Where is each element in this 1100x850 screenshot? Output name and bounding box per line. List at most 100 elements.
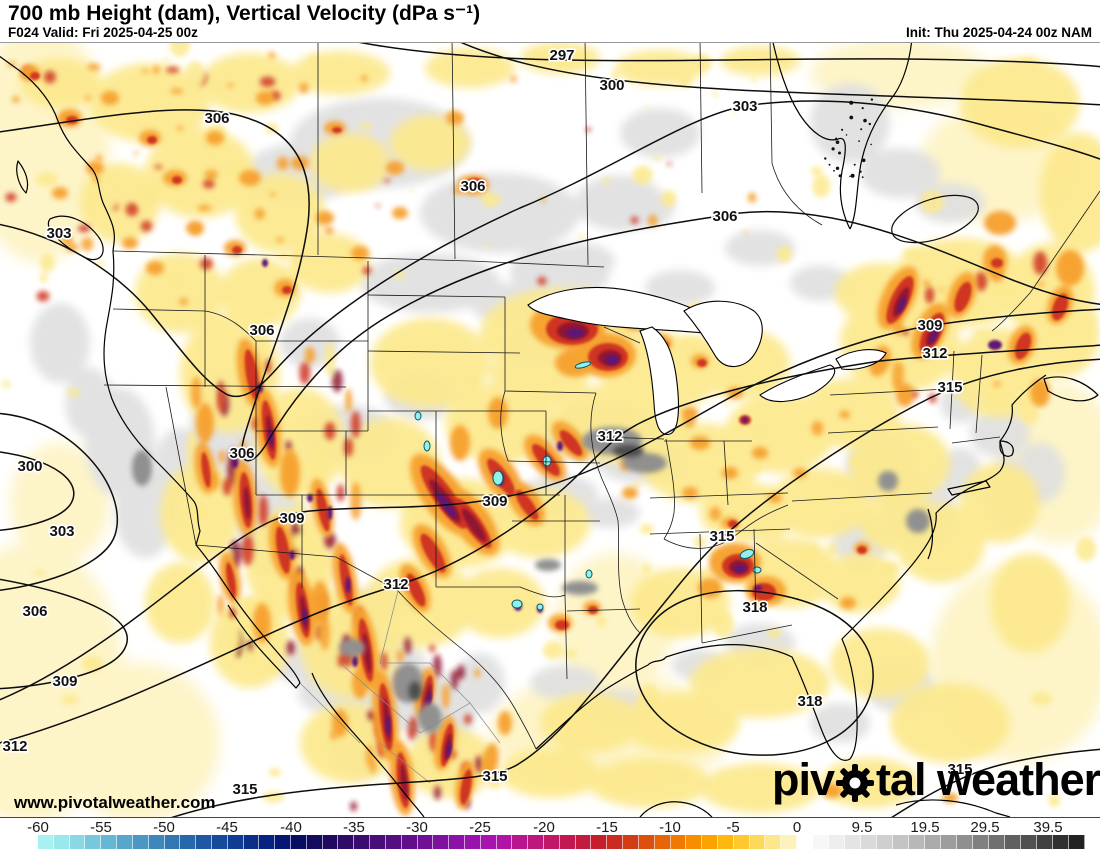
colorbar-cell: [38, 835, 54, 849]
colorbar-cell: [607, 835, 624, 849]
contour-label: 303: [46, 225, 71, 242]
colorbar-tick: 39.5: [1033, 819, 1063, 836]
colorbar-cell: [909, 835, 925, 849]
brand-text-prefix: piv: [772, 754, 835, 805]
colorbar-cell: [702, 835, 718, 849]
colorbar-cell: [829, 835, 845, 849]
colorbar-cell: [813, 835, 829, 849]
colorbar-cell: [480, 835, 497, 849]
colorbar-cell: [989, 835, 1005, 849]
colorbar-tick: -35: [343, 819, 365, 836]
colorbar-cell: [623, 835, 639, 849]
colorbar-tick: -30: [406, 819, 428, 836]
colorbar-cell: [733, 835, 750, 849]
colorbar-cell: [180, 835, 197, 849]
colorbar-cell: [417, 835, 434, 849]
height-contours: [0, 43, 1100, 817]
contour-label: 303: [732, 98, 757, 115]
contour-labels: 297 300 300 303 303 303 306 306 306 306 306 306 309 3…: [1, 45, 974, 799]
contour-label: 315: [482, 768, 507, 785]
colorbar-cell: [670, 835, 687, 849]
colorbar-cell: [686, 835, 703, 849]
colorbar-tick: 0: [792, 819, 802, 836]
colorbar-cell: [941, 835, 957, 849]
page-title: 700 mb Height (dam), Vertical Velocity (…: [8, 2, 481, 25]
colorbar-cell: [496, 835, 513, 849]
colorbar-cell: [306, 835, 323, 849]
colorbar-tick: -55: [90, 819, 112, 836]
colorbar-cell: [1037, 835, 1053, 849]
colorbar-cell: [973, 835, 989, 849]
colorbar-cell: [401, 835, 418, 849]
contour-label: 312: [2, 738, 27, 755]
colorbar-cell: [1069, 835, 1085, 849]
contour-label: 315: [232, 781, 257, 798]
colorbar-cell: [845, 835, 861, 849]
brand-watermark: piv tal weather: [772, 757, 1100, 802]
colorbar-cell: [654, 835, 671, 849]
colorbar-cell: [196, 835, 212, 849]
colorbar-cell: [132, 835, 149, 849]
colorbar-cell: [1021, 835, 1037, 849]
contour-label: 306: [249, 322, 274, 339]
colorbar-cell: [148, 835, 165, 849]
contour-label: 315: [947, 761, 972, 778]
colorbar-cell: [575, 835, 592, 849]
colorbar-cell: [117, 835, 133, 849]
colorbar-cell: [1053, 835, 1069, 849]
colorbar-cell: [512, 835, 529, 849]
colorbar-tick: -40: [280, 819, 302, 836]
colorbar-cell: [957, 835, 973, 849]
colorbar-cell: [211, 835, 228, 849]
shading-darkgray-subsidence: [132, 427, 930, 733]
colorbar-cell: [464, 835, 481, 849]
colorbar-cell: [53, 835, 70, 849]
colorbar-negative-cells: [38, 835, 797, 849]
colorbar-cell: [877, 835, 893, 849]
brand-text-suffix: tal weather: [876, 754, 1100, 805]
colorbar-tick: -20: [533, 819, 555, 836]
colorbar-cell: [544, 835, 560, 849]
contour-label: 306: [712, 208, 737, 225]
colorbar-cell: [765, 835, 782, 849]
colorbar-cell: [85, 835, 102, 849]
colorbar-cell: [259, 835, 276, 849]
contour-label: 312: [922, 345, 947, 362]
colorbar-tick: 9.5: [851, 819, 873, 836]
contour-label: 303: [49, 523, 74, 540]
colorbar-cell: [275, 835, 291, 849]
contour-label: 309: [279, 510, 304, 527]
gear-icon: [836, 763, 875, 802]
map-svg: 297 300 300 303 303 303 306 306 306 306 306 306 309 3…: [0, 43, 1100, 817]
colorbar-cell: [893, 835, 909, 849]
contour-label: 300: [599, 77, 624, 94]
colorbar-cell: [925, 835, 941, 849]
colorbar-cell: [449, 835, 465, 849]
colorbar-cell: [749, 835, 766, 849]
colorbar-cell: [227, 835, 244, 849]
colorbar-cell: [101, 835, 118, 849]
contour-label: 306: [460, 178, 485, 195]
contour-label: 309: [482, 493, 507, 510]
colorbar-tick: -15: [596, 819, 618, 836]
colorbar-tick: 29.5: [970, 819, 1000, 836]
watermark-url: www.pivotalweather.com: [14, 793, 216, 812]
colorbar-cell: [354, 835, 371, 849]
header-bar: 700 mb Height (dam), Vertical Velocity (…: [0, 0, 1100, 42]
coastlines: [0, 43, 1099, 817]
colorbar-cell: [164, 835, 181, 849]
colorbar-cell: [717, 835, 734, 849]
contour-label: 306: [204, 110, 229, 127]
contour-label: 318: [742, 599, 767, 616]
colorbar-cell: [528, 835, 544, 849]
colorbar-tick: -25: [469, 819, 491, 836]
colorbar-positive-cells: [797, 835, 1085, 849]
colorbar-cell: [781, 835, 797, 849]
contour-label: 315: [709, 528, 734, 545]
colorbar-tick: -5: [726, 819, 740, 836]
colorbar-tick: -10: [659, 819, 681, 836]
colorbar-tick: -45: [216, 819, 238, 836]
shading-cyan-offscale: [414, 361, 762, 611]
colorbar-cell: [69, 835, 86, 849]
colorbar-cell: [291, 835, 307, 849]
